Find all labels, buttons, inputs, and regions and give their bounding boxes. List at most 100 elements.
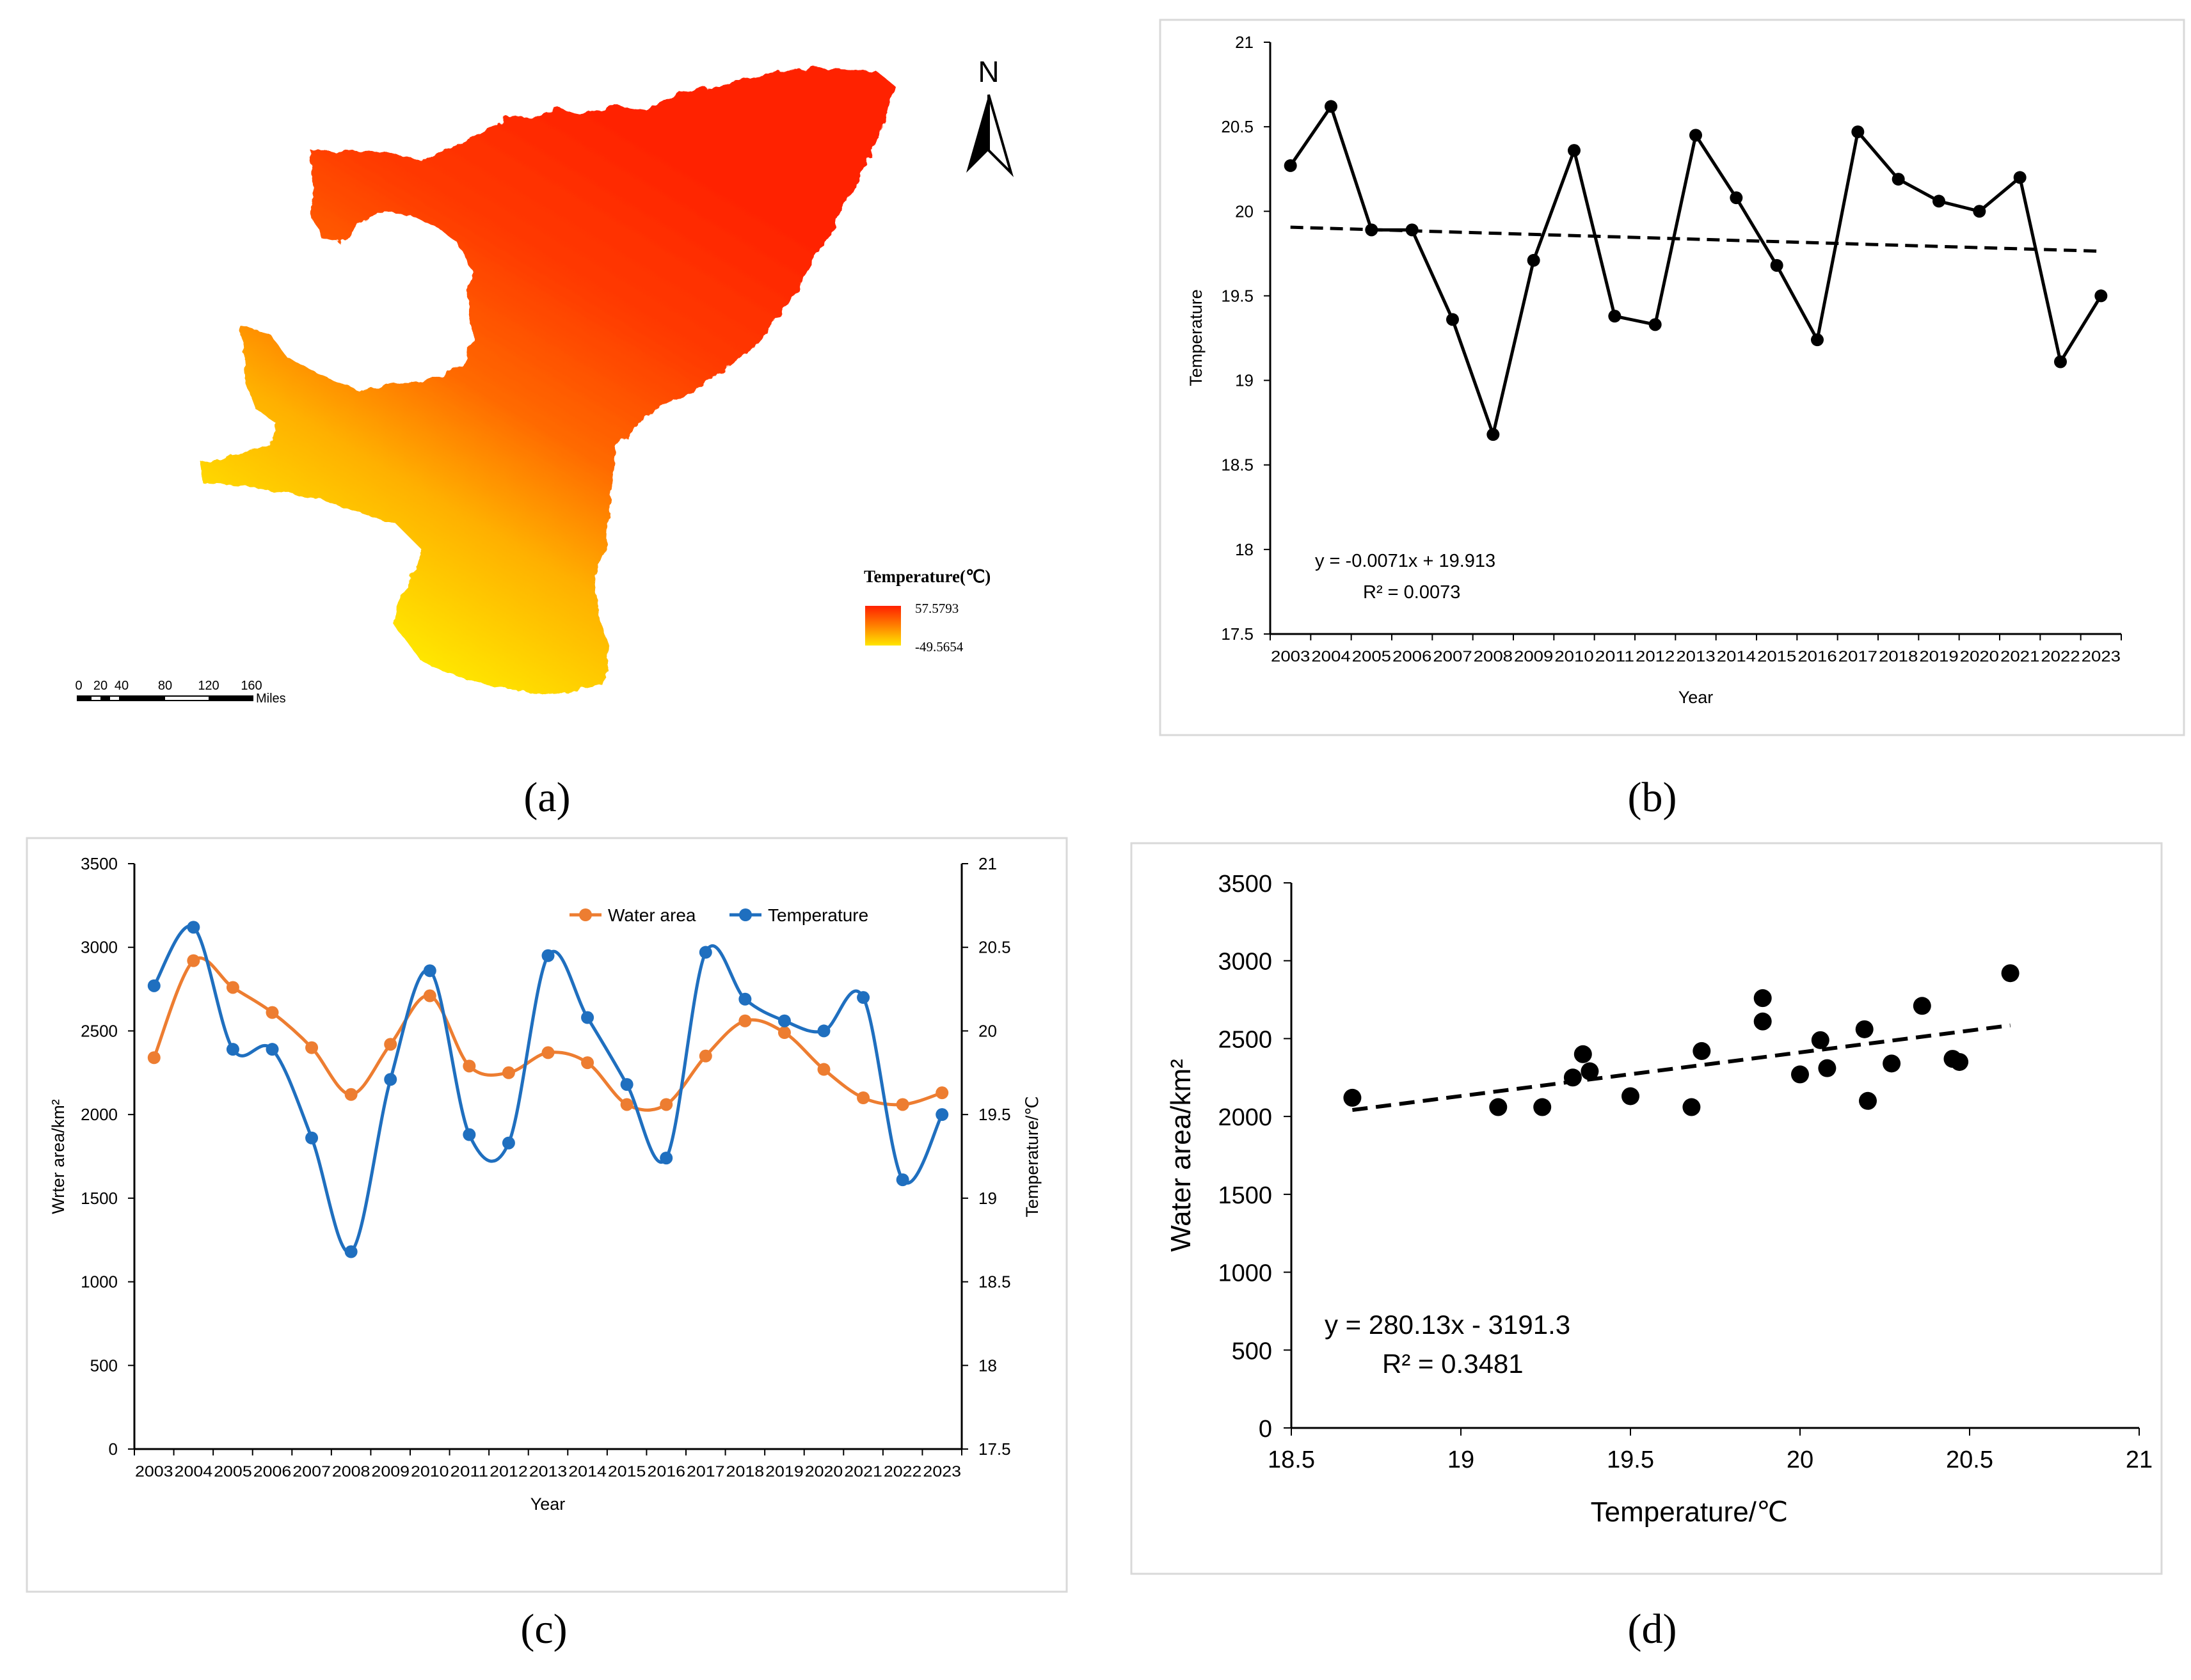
x-tick-label: 2022 xyxy=(2041,648,2080,665)
x-tick-label: 2009 xyxy=(1514,648,1553,665)
y2-tick-label: 17.5 xyxy=(978,1439,1011,1459)
x-tick-label: 2008 xyxy=(1474,648,1513,665)
y-tick-label: 19.5 xyxy=(1221,286,1254,305)
legend-min-label: -49.5654 xyxy=(915,639,964,654)
temperature-point xyxy=(1932,194,1945,208)
y2-tick-label: 18.5 xyxy=(978,1272,1011,1292)
scalebar-tick: 80 xyxy=(158,679,172,693)
water-area-point xyxy=(344,1088,358,1101)
y2-tick-label: 19 xyxy=(978,1189,997,1208)
temperature-point xyxy=(1973,205,1986,218)
x-tick-label: 2009 xyxy=(371,1463,410,1480)
x-tick-label: 2014 xyxy=(568,1463,607,1480)
x-tick-label: 2015 xyxy=(1757,648,1796,665)
y-tick-label: 500 xyxy=(1232,1338,1272,1365)
temperature-point xyxy=(502,1136,515,1150)
y-tick-label: 1000 xyxy=(81,1272,118,1292)
study-area-map xyxy=(200,68,895,694)
water-area-point xyxy=(738,1014,752,1027)
y-tick-label: 3500 xyxy=(81,854,118,873)
panel-a: N Temperature(℃) 57.5793 -49.5654 0 20 4… xyxy=(0,0,1139,832)
water-area-point xyxy=(463,1059,476,1073)
temperature-point xyxy=(541,949,555,962)
y-tick-label: 19 xyxy=(1235,371,1254,390)
y-tick-label: 18 xyxy=(1235,540,1254,559)
trendline xyxy=(1352,1023,2011,1113)
x-tick-label: 19.5 xyxy=(1607,1446,1654,1473)
chart-c-frame xyxy=(26,837,1068,1593)
scatter-point xyxy=(1621,1087,1639,1105)
water-area-point xyxy=(226,981,239,994)
scatter-point xyxy=(1753,1012,1772,1031)
scatter-point xyxy=(1574,1045,1592,1063)
x-tick-label: 2003 xyxy=(135,1463,173,1480)
temperature-point xyxy=(1365,223,1378,237)
water-area-point xyxy=(502,1066,515,1079)
temperature-point xyxy=(1851,125,1865,139)
x-tick-label: 2017 xyxy=(687,1463,725,1480)
water-area-point xyxy=(305,1041,319,1054)
x-tick-label: 2003 xyxy=(1271,648,1310,665)
x-tick-label: 21 xyxy=(2126,1446,2153,1473)
north-label: N xyxy=(978,55,999,88)
scalebar-tick: 120 xyxy=(198,679,219,693)
scatter-point xyxy=(1859,1091,1877,1110)
y2-tick-label: 20 xyxy=(978,1021,997,1040)
scatter-point xyxy=(1489,1098,1508,1116)
x-tick-label: 2023 xyxy=(923,1463,961,1480)
panel-d-letter: (d) xyxy=(1628,1606,1677,1652)
x-tick-label: 2005 xyxy=(1352,648,1391,665)
scatter-point xyxy=(1581,1062,1599,1081)
y2-tick-label: 21 xyxy=(978,854,997,873)
temperature-point xyxy=(187,921,200,934)
legend-max-label: 57.5793 xyxy=(915,601,959,616)
temperature-point xyxy=(1608,310,1621,323)
temperature-point xyxy=(660,1152,673,1165)
temperature-point xyxy=(1892,173,1905,186)
north-arrow-icon: N xyxy=(966,55,1014,177)
scatter-point xyxy=(1950,1052,1969,1071)
water-area-point xyxy=(660,1098,673,1111)
x-tick-label: 19 xyxy=(1447,1446,1474,1473)
scalebar-unit: Miles xyxy=(256,692,286,706)
x-tick-label: 2015 xyxy=(608,1463,646,1480)
temperature-point xyxy=(1284,159,1297,172)
x-tick-label: 2019 xyxy=(765,1463,804,1480)
water-area-point xyxy=(896,1098,909,1111)
x-tick-label: 2007 xyxy=(292,1463,331,1480)
x-tick-label: 2019 xyxy=(1919,648,1958,665)
scatter-point xyxy=(1791,1065,1809,1084)
temperature-point xyxy=(1811,333,1824,347)
water-area-point xyxy=(147,1051,161,1065)
x-tick-label: 2011 xyxy=(450,1463,489,1480)
chart-d-equation: y = 280.13x - 3191.3 xyxy=(1325,1310,1570,1340)
x-tick-label: 2021 xyxy=(844,1463,882,1480)
panel-c-letter: (c) xyxy=(520,1606,567,1652)
scatter-point xyxy=(1533,1098,1552,1116)
temperature-point xyxy=(2094,289,2108,303)
water-area-point xyxy=(936,1086,949,1100)
water-area-point xyxy=(581,1056,594,1070)
panel-b-letter: (b) xyxy=(1628,774,1677,821)
temperature-point xyxy=(305,1131,319,1145)
panel-c: Wrter area/km² Temperature/℃ Year Water … xyxy=(0,832,1088,1677)
x-tick-label: 2010 xyxy=(411,1463,449,1480)
temperature-point xyxy=(226,1043,239,1056)
x-tick-label: 2021 xyxy=(2000,648,2039,665)
y-tick-label: 2000 xyxy=(81,1105,118,1124)
panel-d: Water area/km² Temperature/℃ y = 280.13x… xyxy=(1101,832,2191,1677)
scatter-point xyxy=(1913,997,1931,1015)
scatter-point xyxy=(1343,1088,1362,1107)
temperature-point xyxy=(1405,223,1419,237)
y-tick-label: 500 xyxy=(90,1356,118,1375)
y-tick-label: 0 xyxy=(1259,1416,1272,1443)
y-tick-label: 2500 xyxy=(81,1021,118,1040)
temperature-point xyxy=(423,964,436,978)
temperature-point xyxy=(1486,428,1500,441)
legend-title: Temperature(℃) xyxy=(864,567,991,586)
water-area-point xyxy=(423,989,436,1002)
chart-b-svg: Temperature Year y = -0.0071x + 19.913 R… xyxy=(1159,19,2185,821)
chart-b-ylabel: Temperature xyxy=(1186,289,1206,386)
scatter-point xyxy=(1693,1042,1711,1060)
water-area-point xyxy=(541,1046,555,1059)
